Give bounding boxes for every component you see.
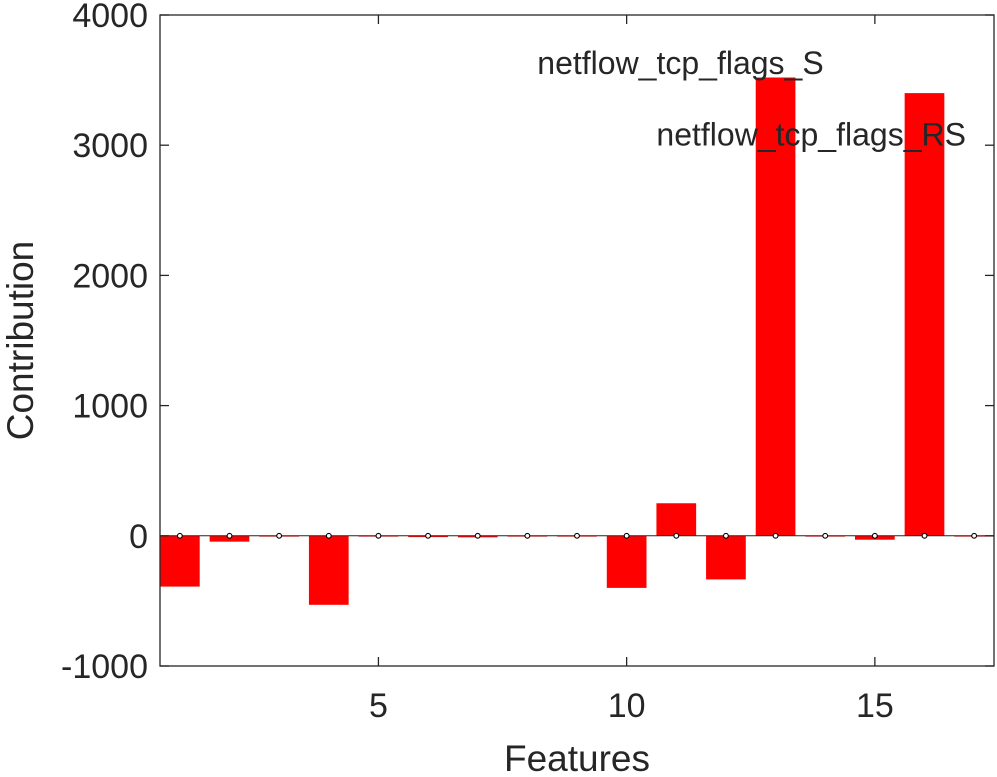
y-tick-label: 3000	[72, 127, 148, 165]
baseline-marker-15	[871, 532, 878, 539]
x-tick-label: 5	[369, 687, 388, 725]
baseline-marker-13	[772, 532, 779, 539]
x-axis-label: Features	[504, 738, 650, 777]
baseline-marker-6	[425, 532, 432, 539]
ticks-layer: -1000 0 1000 2000 3000 4000 5 10 15	[61, 0, 994, 725]
baseline-marker-17	[971, 532, 978, 539]
baseline-marker-2	[226, 532, 233, 539]
y-tick-label: 0	[129, 518, 148, 556]
baseline-marker-4	[325, 532, 332, 539]
baseline-marker-12	[722, 532, 729, 539]
bar-feature-16	[904, 93, 945, 536]
y-axis-label: Contribution	[0, 241, 41, 441]
y-tick-label: 1000	[72, 388, 148, 426]
bars-layer	[160, 77, 994, 605]
plot-frame	[159, 14, 995, 667]
bar-feature-12	[706, 535, 746, 580]
baseline-marker-11	[673, 532, 680, 539]
baseline-marker-3	[276, 532, 283, 539]
y-tick-label: -1000	[61, 648, 148, 686]
x-tick-label: 10	[608, 687, 646, 725]
bar-feature-10	[606, 535, 647, 588]
y-tick-label: 2000	[72, 257, 148, 295]
bar-feature-11	[656, 503, 697, 536]
baseline-marker-9	[574, 532, 580, 539]
annotation-2: netflow_tcp_flags_RS	[656, 116, 966, 152]
bar-feature-4	[308, 535, 349, 605]
x-tick-label: 15	[856, 687, 894, 725]
baseline-marker-1	[176, 532, 183, 539]
baseline-marker-5	[375, 532, 382, 539]
axes-layer	[159, 14, 995, 667]
markers-layer	[176, 532, 978, 539]
y-tick-label: 4000	[72, 0, 148, 35]
annotations-layer: netflow_tcp_flags_S netflow_tcp_flags_RS	[537, 45, 966, 153]
bar-feature-13	[755, 77, 796, 536]
annotation-1: netflow_tcp_flags_S	[537, 45, 823, 81]
baseline-marker-8	[524, 532, 531, 539]
bar-feature-1	[160, 535, 200, 587]
baseline-marker-7	[474, 532, 481, 539]
baseline-marker-16	[921, 532, 928, 539]
baseline-marker-10	[623, 532, 630, 539]
baseline-marker-14	[822, 532, 829, 539]
